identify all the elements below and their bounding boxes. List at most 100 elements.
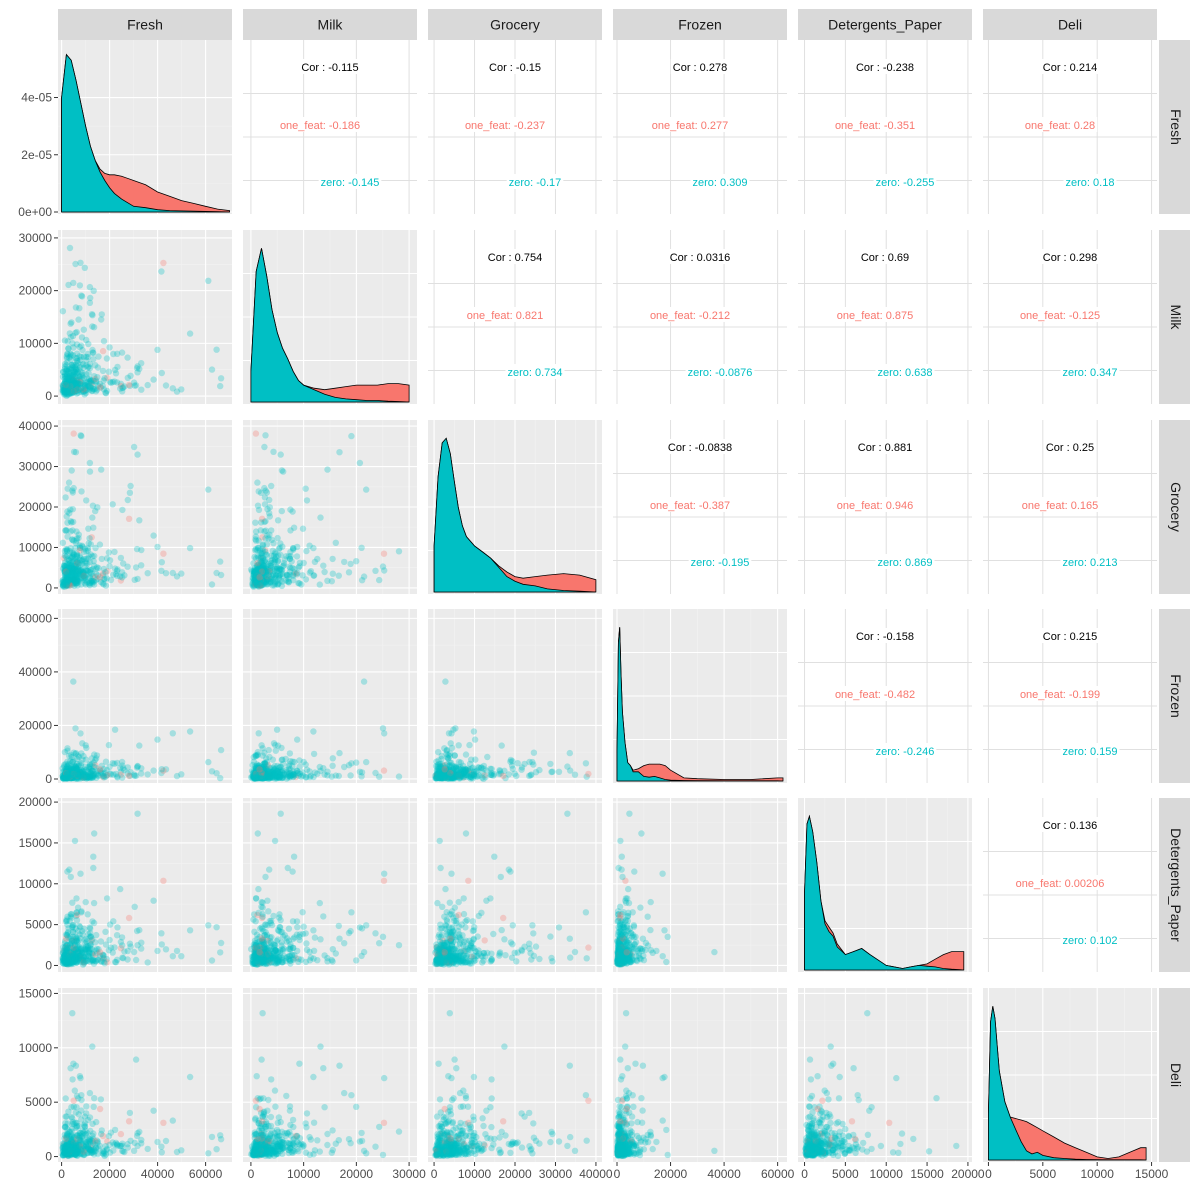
scatter-point-zero (63, 582, 70, 590)
panel-detergents-paper-vs-detergents-paper (798, 798, 972, 972)
scatter-point-zero (250, 569, 258, 576)
scatter-point-zero (178, 1147, 185, 1154)
scatter-point-zero (77, 364, 84, 371)
correlation-overall-label: Cor : 0.69 (861, 252, 909, 264)
scatter-point-zero (111, 944, 118, 951)
scatter-point-one-feat (104, 374, 111, 381)
correlation-zero-label: zero: 0.638 (877, 367, 932, 379)
scatter-point-zero (130, 443, 138, 451)
scatter-point-zero (150, 376, 157, 383)
scatter-point-zero (68, 570, 75, 577)
scatter-point-zero (70, 379, 77, 386)
scatter-point-zero (62, 378, 69, 386)
correlation-overall-label: Cor : -0.158 (856, 631, 914, 643)
scatter-point-zero (89, 578, 96, 585)
scatter-point-zero (87, 385, 94, 392)
row-strip-deli: Deli (1159, 988, 1190, 1162)
scatter-point-zero (70, 570, 77, 577)
scatter-point-one-feat (62, 568, 70, 575)
scatter-point-zero (647, 926, 654, 934)
scatter-point-zero (144, 381, 151, 389)
scatter-point-one-feat (264, 576, 271, 583)
scatter-point-zero (68, 366, 75, 373)
scatter-point-zero (67, 933, 74, 941)
scatter-point-zero (447, 957, 454, 964)
scatter-point-zero (270, 571, 277, 578)
scatter-point-zero (72, 557, 79, 564)
scatter-point-zero (81, 1123, 89, 1130)
scatter-point-zero (277, 451, 284, 458)
scatter-point-zero (67, 571, 74, 578)
scatter-point-zero (87, 383, 94, 390)
scatter-point-zero (286, 750, 294, 757)
scatter-point-zero (93, 565, 100, 572)
column-strip-label: Detergents_Paper (828, 17, 942, 33)
scatter-point-zero (64, 546, 71, 553)
scatter-point-zero (547, 933, 554, 940)
scatter-point-zero (271, 565, 279, 572)
scatter-point-zero (61, 373, 69, 380)
scatter-point-zero (252, 940, 259, 947)
correlation-zero-label: zero: -0.246 (876, 746, 935, 758)
scatter-point-zero (341, 558, 348, 566)
scatter-point-zero (65, 577, 73, 584)
scatter-point-zero (527, 772, 534, 779)
scatter-point-zero (72, 260, 79, 268)
scatter-point-zero (85, 363, 92, 370)
scatter-point-zero (73, 577, 81, 584)
scatter-point-zero (91, 830, 98, 837)
scatter-point-zero (290, 545, 297, 552)
scatter-point-zero (62, 1095, 69, 1102)
scatter-point-zero (98, 316, 105, 323)
scatter-point-zero (260, 578, 267, 585)
scatter-point-zero (154, 346, 161, 353)
scatter-point-zero (63, 582, 71, 589)
scatter-point-zero (442, 885, 449, 893)
scatter-point-zero (59, 539, 67, 546)
scatter-point-zero (79, 369, 86, 377)
scatter-point-zero (66, 577, 73, 584)
scatter-point-zero (77, 554, 84, 561)
scatter-point-zero (68, 554, 75, 562)
scatter-point-zero (63, 566, 70, 574)
scatter-point-zero (150, 767, 157, 774)
scatter-point-zero (455, 742, 462, 749)
correlation-zero-label: zero: -0.145 (321, 177, 380, 189)
scatter-point-zero (87, 384, 95, 391)
scatter-point-zero (279, 958, 287, 966)
scatter-point-zero (64, 380, 71, 387)
scatter-point-zero (63, 367, 70, 374)
scatter-point-zero (61, 559, 69, 566)
scatter-point-zero (626, 810, 633, 817)
scatter-point-zero (59, 582, 67, 589)
scatter-point-zero (178, 771, 185, 778)
scatter-point-zero (217, 571, 225, 579)
scatter-point-zero (81, 573, 88, 580)
scatter-point-zero (267, 563, 275, 570)
scatter-point-zero (661, 927, 668, 934)
scatter-point-zero (119, 942, 126, 949)
scatter-point-zero (67, 572, 75, 579)
scatter-point-zero (436, 837, 443, 845)
scatter-point-zero (329, 555, 336, 563)
scatter-point-zero (381, 567, 388, 574)
scatter-point-zero (310, 955, 317, 962)
scatter-point-zero (63, 390, 70, 397)
scatter-point-zero (482, 953, 489, 960)
scatter-point-zero (86, 1089, 94, 1097)
scatter-point-zero (93, 386, 101, 393)
scatter-point-zero (169, 1117, 176, 1124)
scatter-point-zero (144, 771, 151, 778)
scatter-point-zero (379, 725, 387, 732)
scatter-point-zero (60, 562, 68, 570)
scatter-point-zero (80, 572, 88, 579)
scatter-point-zero (462, 937, 469, 944)
scatter-point-zero (71, 379, 78, 387)
scatter-point-zero (252, 533, 259, 540)
scatter-point-zero (70, 387, 77, 395)
scatter-point-zero (395, 773, 403, 780)
scatter-point-zero (94, 382, 102, 389)
scatter-point-zero (75, 366, 82, 373)
scatter-point-zero (101, 960, 108, 967)
scatter-point-zero (89, 346, 96, 354)
